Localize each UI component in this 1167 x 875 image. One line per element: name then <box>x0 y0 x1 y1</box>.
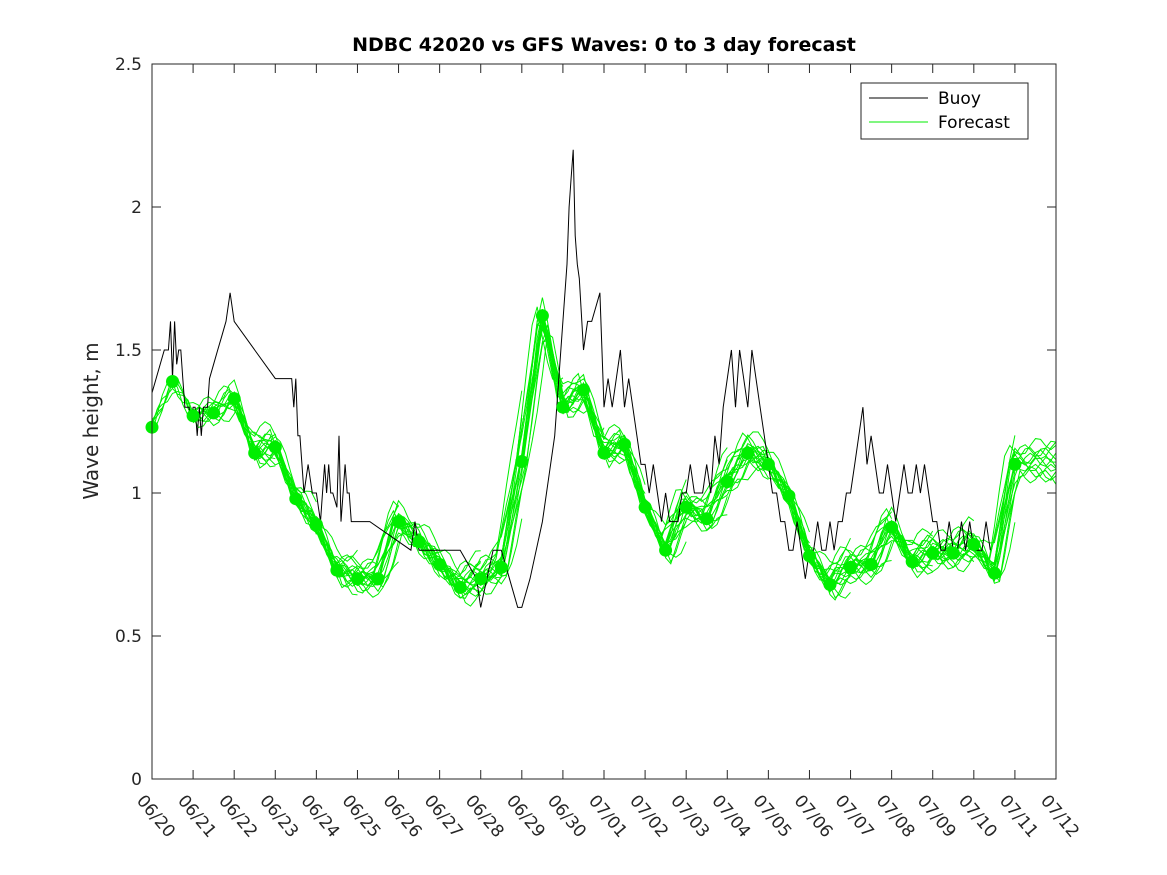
forecast-marker <box>926 546 940 560</box>
forecast-marker <box>782 489 796 503</box>
forecast-marker <box>597 446 611 460</box>
forecast-marker <box>330 563 344 577</box>
chart-title: NDBC 42020 vs GFS Waves: 0 to 3 day fore… <box>352 34 856 56</box>
forecast-marker <box>844 560 857 574</box>
forecast-marker <box>905 555 919 569</box>
forecast-line <box>521 327 646 494</box>
y-tick-label: 0 <box>131 770 142 790</box>
forecast-marker <box>227 392 241 406</box>
forecast-marker <box>186 409 200 423</box>
forecast-marker <box>618 437 631 451</box>
forecast-line <box>644 456 769 545</box>
forecast-marker <box>289 492 303 506</box>
forecast-marker <box>1008 457 1022 471</box>
y-tick-label: 2 <box>131 198 142 218</box>
forecast-marker <box>268 440 282 454</box>
forecast-marker <box>638 500 652 514</box>
forecast-marker <box>453 580 467 594</box>
forecast-marker <box>741 446 755 460</box>
forecast-line <box>973 447 1057 566</box>
forecast-marker <box>166 375 179 388</box>
forecast-marker <box>679 500 693 514</box>
forecast-marker <box>885 520 899 534</box>
forecast-marker <box>351 572 364 586</box>
forecast-marker <box>823 578 837 591</box>
forecast-marker <box>987 566 1001 580</box>
y-tick-label: 1 <box>131 484 142 504</box>
buoy-series <box>151 149 991 608</box>
forecast-marker <box>309 518 323 531</box>
forecast-marker <box>946 546 960 560</box>
forecast-markers <box>145 309 1022 594</box>
legend-box <box>860 82 1029 140</box>
y-tick-label: 0.5 <box>115 627 142 647</box>
y-tick-label: 2.5 <box>115 55 142 75</box>
forecast-marker <box>700 512 714 526</box>
forecast-marker <box>761 457 775 471</box>
buoy-line <box>151 149 991 608</box>
forecast-line <box>480 324 605 579</box>
forecast-marker <box>659 543 673 557</box>
forecast-line <box>973 461 1057 568</box>
forecast-marker <box>535 309 549 323</box>
forecast-marker <box>494 560 508 574</box>
y-axis-label: Wave height, m <box>79 342 103 499</box>
forecast-marker <box>967 538 981 551</box>
forecast-marker <box>577 383 590 397</box>
forecast-marker <box>515 455 529 468</box>
legend: Buoy Forecast <box>860 82 1029 140</box>
forecast-marker <box>207 406 221 420</box>
forecast-marker <box>556 400 570 414</box>
forecast-marker <box>248 446 262 460</box>
forecast-marker <box>412 535 426 549</box>
forecast-marker <box>433 558 447 571</box>
forecast-line <box>768 460 893 574</box>
legend-buoy-label: Buoy <box>938 89 981 109</box>
forecast-marker <box>803 549 816 563</box>
forecast-marker <box>864 558 878 571</box>
forecast-line <box>480 308 605 579</box>
forecast-marker <box>720 475 734 489</box>
legend-forecast-label: Forecast <box>938 113 1010 133</box>
forecast-line <box>603 442 728 539</box>
y-tick-label: 1.5 <box>115 341 142 361</box>
forecast-marker <box>474 572 488 586</box>
forecast-marker <box>392 515 405 529</box>
forecast-marker <box>371 572 385 586</box>
